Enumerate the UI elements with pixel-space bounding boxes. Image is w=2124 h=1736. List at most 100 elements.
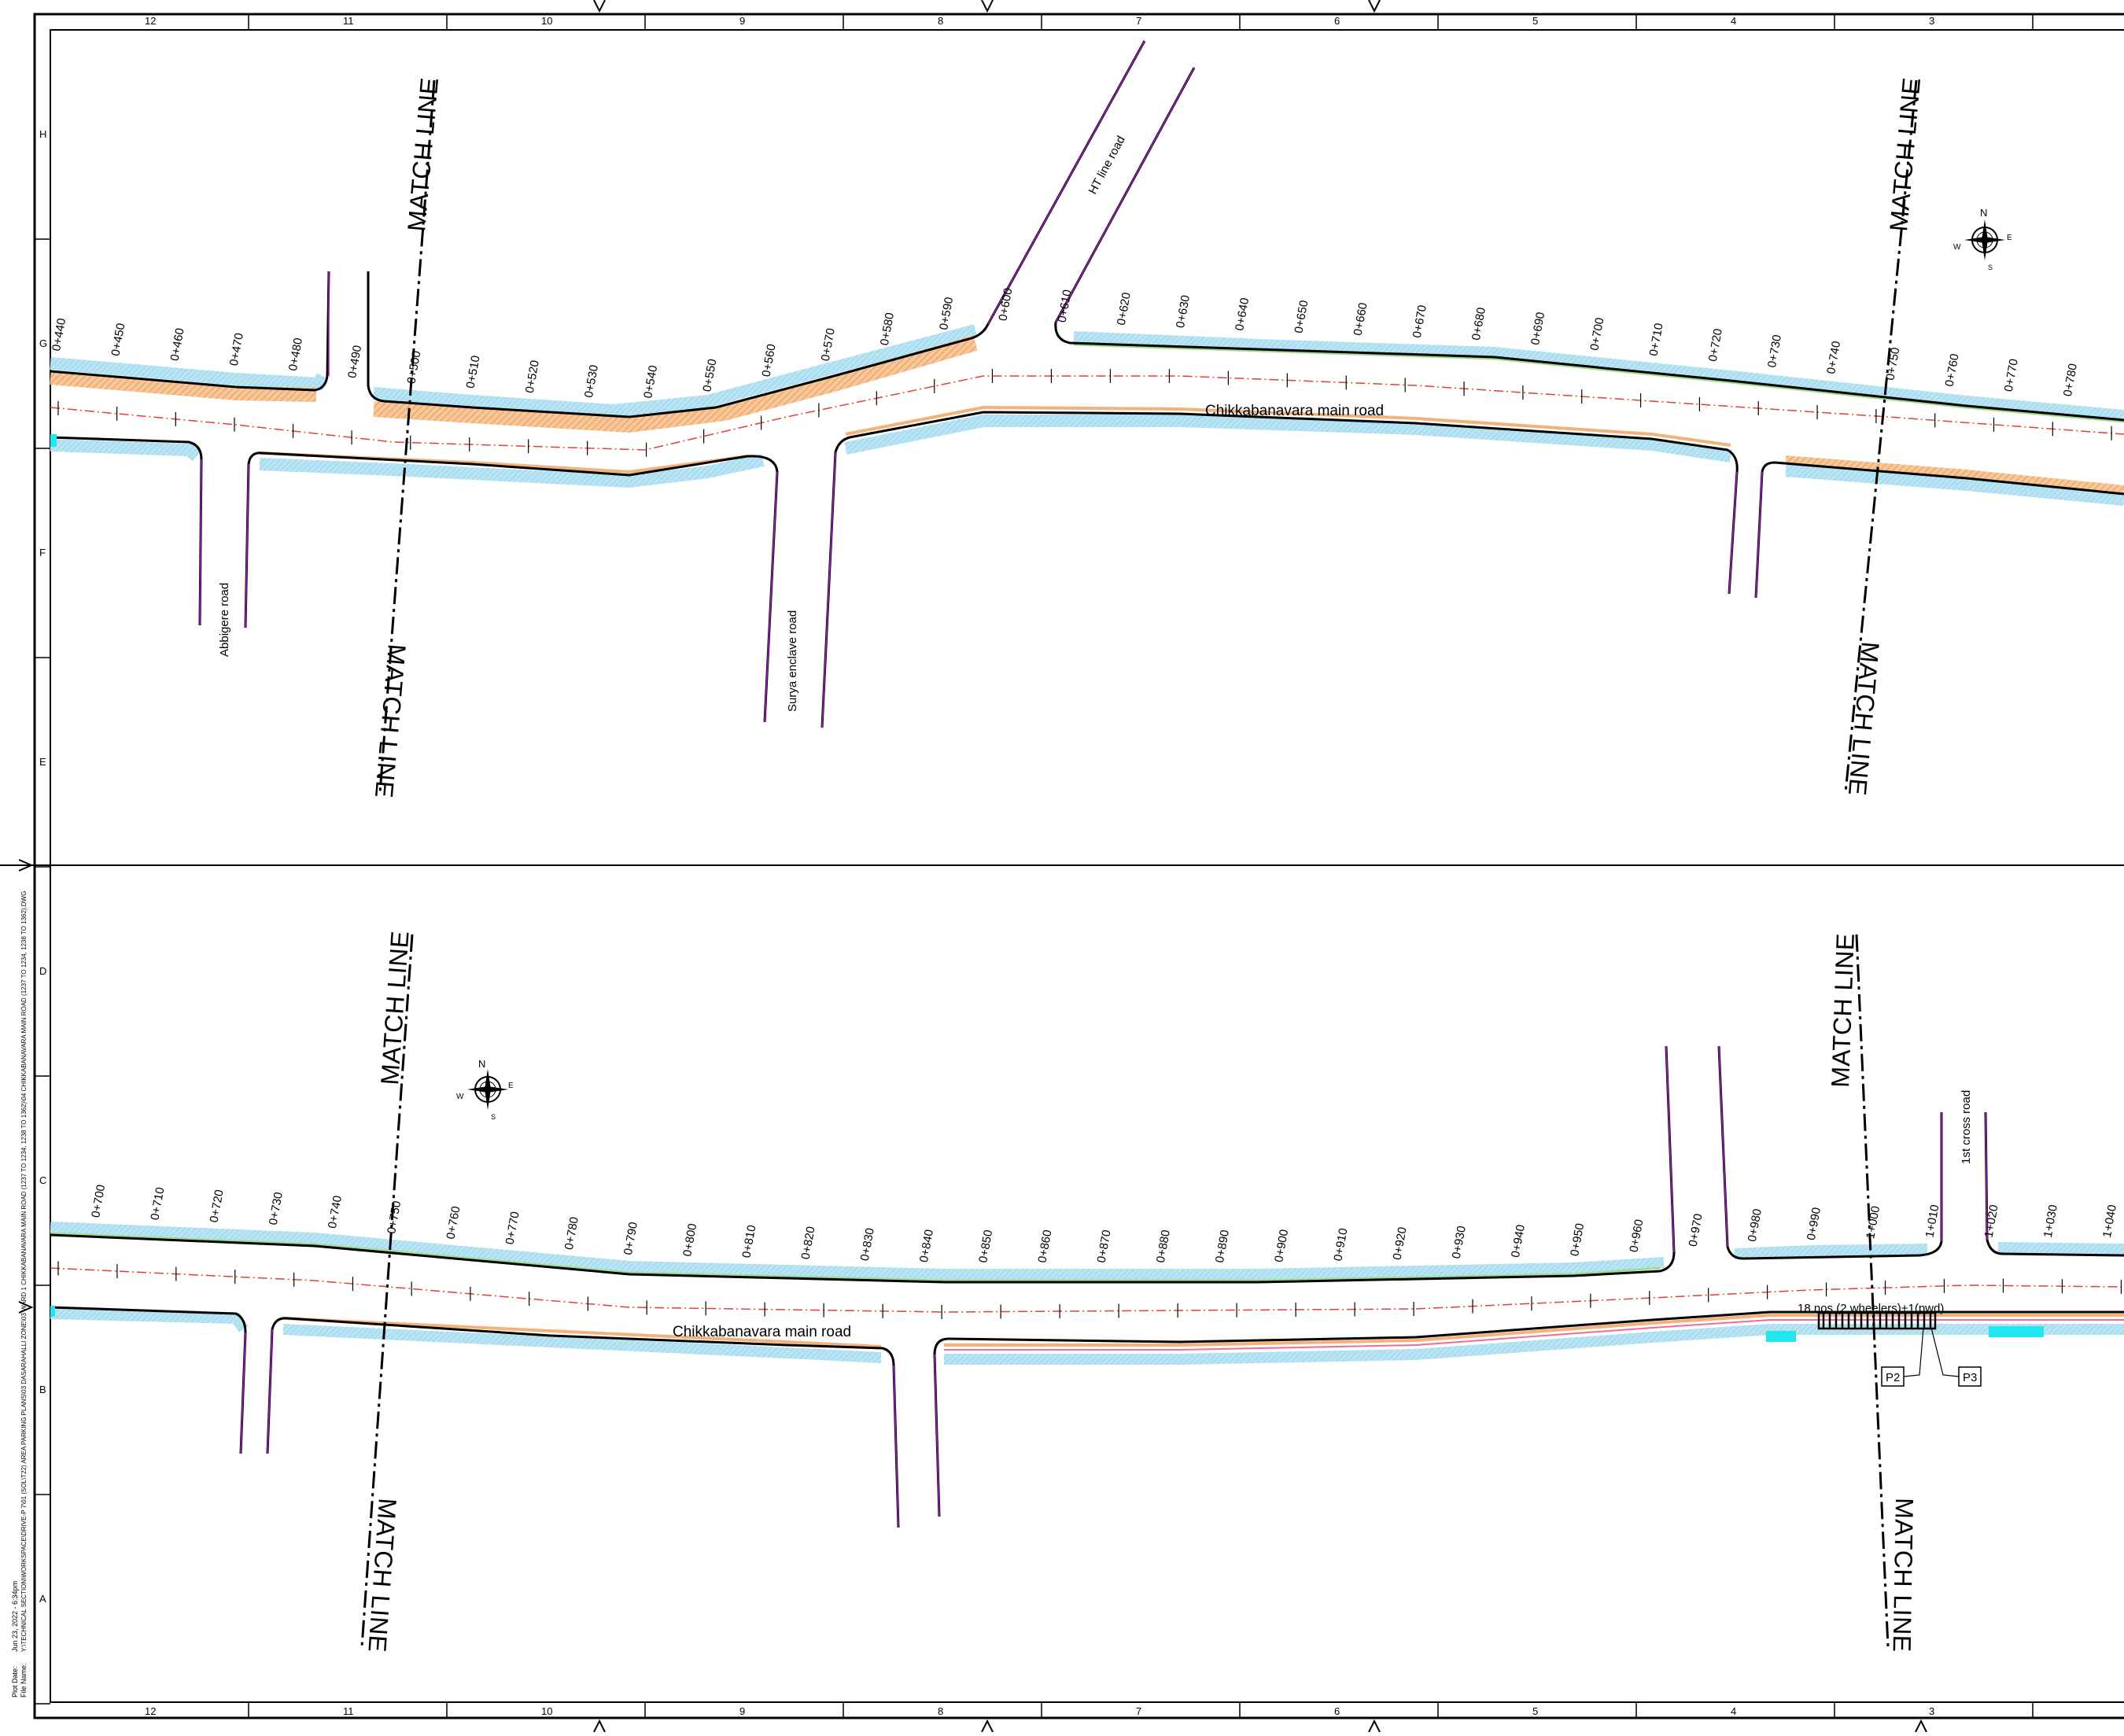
bot-south-kerb-east xyxy=(933,1310,2124,1517)
frame-arrows xyxy=(18,0,1927,1733)
chainage-label: 0+510 xyxy=(464,355,483,389)
compass-w: W xyxy=(456,1093,464,1101)
south-hatch-far-east xyxy=(1785,455,2124,493)
chainage-label: 0+820 xyxy=(799,1226,818,1260)
match-line-label: MATCH LINE xyxy=(1888,1498,1919,1653)
grid-column-label: 3 xyxy=(1929,1705,1934,1717)
chainage-label: 0+840 xyxy=(917,1229,936,1263)
chainage-label: 0+770 xyxy=(503,1211,522,1245)
bot-north-kerb-west xyxy=(50,1045,1676,1284)
chainage-label: 0+640 xyxy=(1233,297,1252,331)
grid-column-label: 5 xyxy=(1532,1705,1538,1717)
chainage-label: 0+700 xyxy=(1587,316,1606,351)
chainage-label: 0+880 xyxy=(1154,1229,1173,1263)
north-footpath-east xyxy=(1073,331,2124,421)
chainage-label: 0+660 xyxy=(1351,301,1370,336)
cyan-marker xyxy=(1989,1326,2044,1337)
grid-row-label: E xyxy=(39,756,46,768)
grid-column-ticks xyxy=(248,14,2034,1718)
north-kerb-west xyxy=(50,271,330,392)
chainage-label: 0+960 xyxy=(1627,1218,1646,1253)
chainage-label: 0+890 xyxy=(1213,1229,1232,1263)
chainage-label: 1+000 xyxy=(1864,1205,1882,1240)
bot-north-median xyxy=(50,1232,1661,1282)
chainage-label: 0+760 xyxy=(1943,352,1962,387)
file-name-label: File Name: xyxy=(20,1663,28,1697)
south-kerb-far-east xyxy=(1754,461,2124,599)
grid-row-label: F xyxy=(39,547,46,558)
chainage-label: 0+980 xyxy=(1746,1207,1764,1242)
chainage-label: 0+590 xyxy=(937,296,956,330)
main-road-name: Chikkabanavara main road xyxy=(1205,403,1384,419)
chainage-label: 0+630 xyxy=(1174,294,1193,329)
chainage-label: 0+910 xyxy=(1331,1227,1350,1262)
south-footpath-far-east xyxy=(1785,464,2124,506)
bottom-centerline-ticks xyxy=(57,1261,2122,1319)
chainage-label: 0+460 xyxy=(168,327,187,362)
grid-column-label: 12 xyxy=(145,15,156,27)
tag-p3-label: P3 xyxy=(1963,1371,1977,1384)
bot-south-footpath-west xyxy=(50,1308,249,1333)
chainage-label: 0+930 xyxy=(1450,1225,1469,1259)
bot-south-footpath-mid xyxy=(282,1324,882,1363)
tag-p2-label: P2 xyxy=(1886,1371,1900,1384)
match-line-label: MATCH LINE xyxy=(1843,640,1885,797)
street-name-abbigere: Abbigere road xyxy=(218,583,231,657)
top-panel: MATCH LINE MATCH LINE MATCH LINE MATCH L… xyxy=(50,40,2124,799)
parking-tag-p2: P2 xyxy=(1881,1327,1924,1387)
match-line-label: MATCH LINE xyxy=(1884,76,1926,233)
grid-column-label: 11 xyxy=(343,1705,354,1717)
grid-column-labels: 12 12 11 11 10 10 9 9 8 8 7 7 6 6 5 5 4 4 3 3 xyxy=(145,15,1934,1717)
chainage-label: 0+750 xyxy=(385,1200,404,1234)
bottom-chainage-labels: 0+700 0+710 0+720 0+730 0+740 0+750 0+760 0+770… xyxy=(89,1184,2119,1264)
chainage-label: 0+970 xyxy=(1687,1213,1705,1248)
chainage-label: 0+490 xyxy=(345,345,364,379)
chainage-label: 0+550 xyxy=(700,358,719,393)
chainage-label: 0+560 xyxy=(760,343,779,378)
chainage-label: 0+710 xyxy=(148,1186,167,1221)
north-arrow-icon: N E S W xyxy=(1953,207,2012,271)
compass-n: N xyxy=(478,1058,485,1070)
north-hatch-mid xyxy=(373,335,978,433)
grid-column-label: 4 xyxy=(1731,15,1736,27)
grid-column-label: 4 xyxy=(1731,1705,1736,1717)
bot-north-footpath-mid xyxy=(1734,1244,1928,1259)
chainage-label: 0+650 xyxy=(1292,299,1311,334)
chainage-label: 0+740 xyxy=(1824,340,1843,374)
compass-e: E xyxy=(2007,234,2012,242)
bot-north-kerb-mid xyxy=(1717,1045,1943,1260)
chainage-label: 0+470 xyxy=(227,332,246,367)
grid-column-label: 6 xyxy=(1334,15,1340,27)
bot-south-kerb-west xyxy=(50,1306,247,1454)
north-footpath-west xyxy=(50,357,329,391)
plot-date-label: Plot Date: xyxy=(11,1666,19,1697)
chainage-label: 0+720 xyxy=(1706,328,1725,363)
grid-column-label: 10 xyxy=(541,1705,552,1717)
top-centerline xyxy=(50,375,2124,451)
north-median-east xyxy=(1073,343,2124,423)
parking-tag-p3: P3 xyxy=(1930,1327,1982,1387)
street-name-surya-enclave: Surya enclave road xyxy=(786,610,799,712)
chainage-label: 0+690 xyxy=(1528,311,1547,345)
chainage-label: 0+830 xyxy=(858,1227,877,1262)
parking-note: 18 nos (2 wheelers)+1(pwd) xyxy=(1798,1302,1944,1315)
match-line-label: MATCH LINE xyxy=(370,643,411,799)
chainage-label: 0+500 xyxy=(404,350,423,385)
street-name-1st-cross: 1st cross road xyxy=(1960,1090,1973,1164)
parking-bays xyxy=(1817,1311,1937,1330)
south-footpath-west xyxy=(50,439,201,462)
chainage-label: 0+530 xyxy=(582,364,601,399)
bot-north-kerb-east xyxy=(1984,1111,2124,1257)
grid-column-label: 12 xyxy=(145,1705,156,1717)
chainage-label: 0+580 xyxy=(878,311,897,346)
chainage-label: 0+780 xyxy=(2061,363,2080,397)
north-arrow-icon: N E S W xyxy=(456,1058,514,1121)
grid-row-label: G xyxy=(39,337,47,349)
grid-column-label: 9 xyxy=(739,15,745,27)
top-centerline-ticks xyxy=(57,369,2112,457)
grid-column-label: 6 xyxy=(1334,1705,1340,1717)
margin-text: Plot Date: File Name: Jun 23, 2022 - 6:3… xyxy=(11,891,28,1697)
grid-column-label: 8 xyxy=(938,1705,943,1717)
